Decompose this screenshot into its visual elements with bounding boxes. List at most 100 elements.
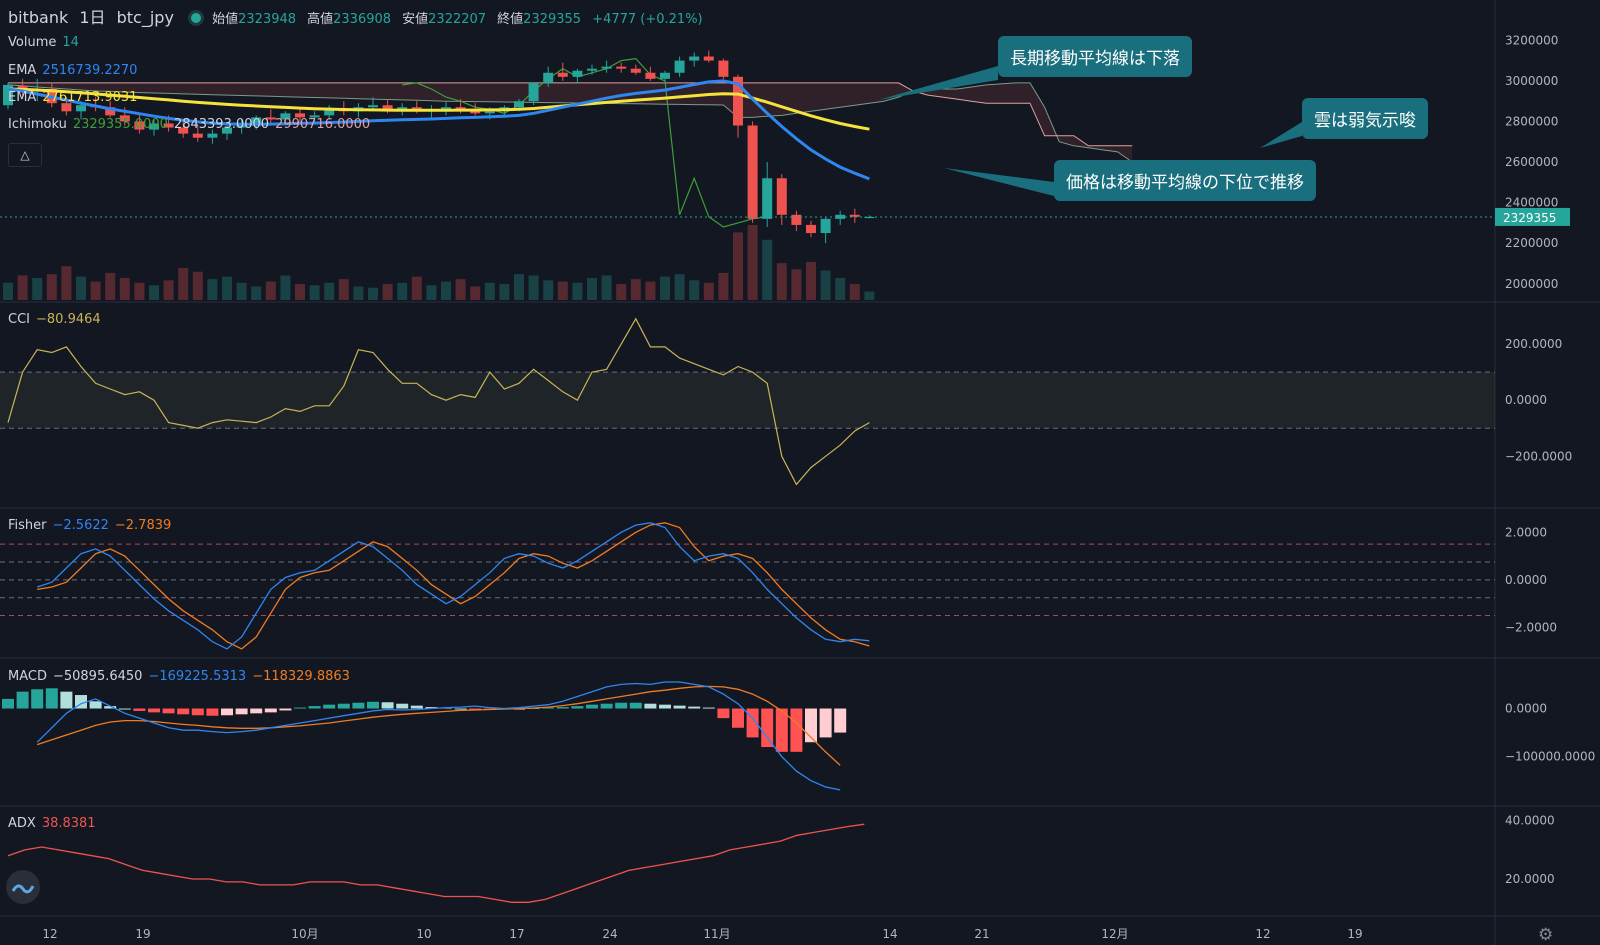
macd-histogram-bar xyxy=(761,708,774,748)
volume-bar xyxy=(718,272,729,300)
candle-body xyxy=(3,84,13,106)
candle-body xyxy=(733,76,743,126)
candle-body xyxy=(689,56,700,61)
legend-volume-value: 14 xyxy=(62,35,79,50)
candle-body xyxy=(660,72,670,79)
x-axis-label: 10 xyxy=(416,927,431,941)
candle-body xyxy=(806,224,816,234)
legend-ema-short-value: 2516739.2270 xyxy=(42,63,138,78)
ichimoku-cloud xyxy=(8,82,1133,162)
callout-cloud-bearish: 雲は弱気示唆 xyxy=(1302,98,1428,139)
candle-body xyxy=(251,117,262,126)
candle-body xyxy=(718,60,729,77)
volume-bar xyxy=(46,274,57,300)
legend-macd-v2: −169225.5313 xyxy=(148,669,247,684)
collapse-legend-button[interactable]: △ xyxy=(8,143,42,167)
legend-macd[interactable]: MACD −50895.6450 −169225.5313 −118329.8863 xyxy=(8,669,356,684)
macd-histogram-bar xyxy=(16,691,29,709)
macd-histogram-bar xyxy=(644,703,657,709)
legend-fisher[interactable]: Fisher −2.5622 −2.7839 xyxy=(8,518,177,533)
volume-bar xyxy=(441,281,451,300)
legend-cci[interactable]: CCI −80.9464 xyxy=(8,312,107,327)
x-axis-label: 10月 xyxy=(291,927,318,941)
candle-body xyxy=(528,82,539,102)
legend-ichimoku[interactable]: Ichimoku 2329355.0000 2843393.0000 2990716.… xyxy=(8,117,376,132)
macd-signal-line xyxy=(36,685,841,766)
macd-histogram-bar xyxy=(118,708,131,710)
macd-histogram-bar xyxy=(279,708,292,711)
candle-body xyxy=(236,125,247,128)
chevron-up-icon: △ xyxy=(20,148,30,162)
ichimoku-chikou-line xyxy=(402,57,768,228)
volume-bar xyxy=(61,266,72,300)
candle-body xyxy=(119,115,130,122)
price-tick-label: 2800000 xyxy=(1505,114,1558,128)
macd-histogram-bar xyxy=(45,688,58,709)
legend-ichimoku-v2: 2843393.0000 xyxy=(173,117,270,132)
volume-bar xyxy=(3,282,13,300)
legend-ichimoku-v3: 2990716.0000 xyxy=(275,117,371,132)
fisher-trigger-line xyxy=(37,522,870,650)
last-price-tag xyxy=(1495,207,1570,226)
x-axis-label: 17 xyxy=(509,927,524,941)
candle-body xyxy=(703,56,714,61)
legend-adx[interactable]: ADX 38.8381 xyxy=(8,816,102,831)
macd-histogram-bar xyxy=(191,708,204,716)
candle-body xyxy=(455,107,466,110)
candle-body xyxy=(601,66,612,69)
x-axis-label: 14 xyxy=(882,927,897,941)
price-tick-label: 2200000 xyxy=(1505,236,1558,250)
settings-gear-icon[interactable]: ⚙ xyxy=(1538,925,1554,945)
price-tick-label: 2400000 xyxy=(1505,196,1558,210)
brand-logo[interactable] xyxy=(6,870,40,904)
volume-bar xyxy=(747,225,758,300)
change-value: +4777 (+0.21%) xyxy=(592,12,703,27)
legend-ema-short[interactable]: EMA 2516739.2270 xyxy=(8,63,143,78)
candle-body xyxy=(543,72,554,83)
volume-bar xyxy=(703,282,714,300)
legend-ichimoku-v1: 2329355.0000 xyxy=(72,117,168,132)
adx-tick-label: 20.0000 xyxy=(1505,872,1555,886)
candle-body xyxy=(514,101,524,108)
legend-ema-long[interactable]: EMA 2761713.9031 xyxy=(8,90,143,105)
low-value: 2322207 xyxy=(428,12,487,27)
volume-bar xyxy=(528,275,539,300)
callout-price-below-ma: 価格は移動平均線の下位で推移 xyxy=(1054,160,1316,201)
volume-bar xyxy=(601,275,612,300)
symbol-label[interactable]: btc_jpy xyxy=(116,8,174,27)
candle-body xyxy=(762,178,773,219)
candle-body xyxy=(791,214,802,225)
macd-histogram-bar xyxy=(162,708,175,714)
volume-bar xyxy=(280,275,291,300)
macd-histogram-bar xyxy=(308,706,321,709)
volume-bar xyxy=(514,274,524,300)
legend-volume[interactable]: Volume 14 xyxy=(8,35,85,50)
candle-body xyxy=(382,105,393,110)
legend-fisher-v1: −2.5622 xyxy=(52,518,109,533)
macd-histogram-bar xyxy=(454,708,467,710)
volume-bar xyxy=(251,286,262,300)
candle-body xyxy=(557,72,568,77)
legend-macd-name: MACD xyxy=(8,669,47,684)
macd-histogram-bar xyxy=(177,708,190,715)
macd-histogram-bar xyxy=(235,708,248,715)
legend-macd-v1: −50895.6450 xyxy=(52,669,143,684)
volume-bar xyxy=(806,261,816,300)
volume-bar xyxy=(689,280,700,300)
adx-tick-label: 40.0000 xyxy=(1505,814,1555,828)
volume-bar xyxy=(149,285,159,300)
macd-histogram-bar xyxy=(60,691,73,709)
volume-bar xyxy=(119,277,130,300)
volume-bar xyxy=(353,286,364,300)
macd-histogram-bar xyxy=(702,707,715,709)
macd-histogram-bar xyxy=(425,707,438,709)
cci-line xyxy=(7,317,870,486)
ichimoku-span-b-line xyxy=(8,82,1133,147)
macd-histogram-bar xyxy=(775,708,788,752)
volume-bar xyxy=(776,263,787,300)
candle-body xyxy=(61,103,72,112)
interval-label[interactable]: 1日 xyxy=(79,8,106,27)
candle-body xyxy=(265,117,276,120)
candle-body xyxy=(776,178,787,215)
macd-histogram-bar xyxy=(323,704,336,709)
